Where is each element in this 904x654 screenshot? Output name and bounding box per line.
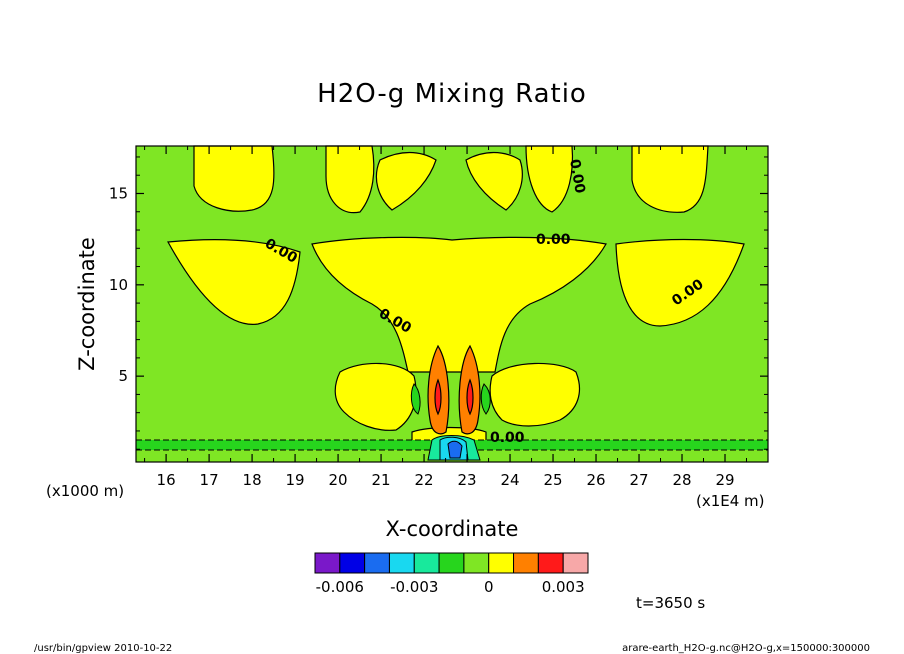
colorbar-swatch bbox=[314, 552, 341, 574]
y-tick-label: 10 bbox=[109, 276, 128, 294]
central-plume bbox=[311, 236, 607, 373]
upper-center-right-cell bbox=[525, 145, 574, 213]
x-unit-right: (x1E4 m) bbox=[696, 492, 765, 510]
mid-left-cell bbox=[167, 239, 301, 325]
colorbar-swatch bbox=[364, 552, 390, 574]
x-tick-label: 22 bbox=[415, 471, 434, 489]
colorbar-swatch bbox=[388, 552, 415, 574]
colorbar-swatch bbox=[488, 552, 515, 574]
x-tick-label: 20 bbox=[329, 471, 348, 489]
positive-regions bbox=[167, 145, 745, 447]
footer-left: /usr/bin/gpview 2010-10-22 bbox=[34, 643, 172, 654]
upper-right-cell bbox=[631, 145, 709, 213]
colorbar-swatch bbox=[339, 552, 366, 574]
x-tick-label: 28 bbox=[672, 471, 691, 489]
footer-right: arare-earth_H2O-g.nc@H2O-g,x=150000:3000… bbox=[622, 643, 870, 654]
x-tick-label: 17 bbox=[200, 471, 219, 489]
x-tick-label: 16 bbox=[157, 471, 176, 489]
twin-columns bbox=[427, 344, 481, 435]
green-pocket-right bbox=[480, 383, 491, 415]
x-tick-label: 19 bbox=[286, 471, 305, 489]
y-axis-label: Z-coordinate bbox=[75, 237, 99, 371]
colorbar-swatch bbox=[413, 552, 440, 574]
lower-right-cell bbox=[489, 362, 581, 427]
plot-frame bbox=[135, 145, 769, 463]
surface-layer bbox=[136, 435, 768, 461]
colorbar-tick-label: -0.003 bbox=[390, 578, 438, 596]
surface-anomaly-blue bbox=[447, 440, 463, 459]
contour-label: 0.00 bbox=[536, 232, 571, 248]
colorbar-tick-label: 0.003 bbox=[542, 578, 585, 596]
x-tick-label: 26 bbox=[586, 471, 605, 489]
upper-inner-right-cell bbox=[465, 151, 523, 211]
x-tick-label: 27 bbox=[629, 471, 648, 489]
upper-inner-left-cell bbox=[375, 151, 437, 211]
right-column-core bbox=[466, 378, 474, 416]
colorbar-tick-label: 0 bbox=[484, 578, 494, 596]
x-tick-label: 24 bbox=[500, 471, 519, 489]
upper-left-cell bbox=[193, 145, 275, 212]
green-pockets bbox=[410, 383, 491, 415]
colorbar-swatch bbox=[537, 552, 564, 574]
x-tick-label: 23 bbox=[458, 471, 477, 489]
left-column-core bbox=[434, 378, 442, 416]
green-pocket-left bbox=[410, 383, 421, 415]
y-tick-label: 5 bbox=[118, 367, 128, 385]
mid-right-cell bbox=[615, 238, 745, 327]
x-axis-label: X-coordinate bbox=[386, 517, 519, 541]
time-label: t=3650 s bbox=[636, 594, 705, 612]
y-axis: 5 10 15 bbox=[109, 156, 768, 450]
colorbar: -0.006 -0.003 0 0.003 bbox=[314, 552, 589, 596]
upper-center-left-cell bbox=[325, 145, 375, 214]
plot-area: 0.00 0.00 0.00 0.00 0.00 0.00 bbox=[135, 145, 769, 463]
x-unit-left: (x1000 m) bbox=[46, 482, 124, 500]
contour-label: 0.00 bbox=[566, 158, 588, 195]
colorbar-swatch bbox=[513, 552, 539, 574]
y-tick-label: 15 bbox=[109, 184, 128, 202]
colorbar-tick-label: -0.006 bbox=[316, 578, 364, 596]
colorbar-swatch bbox=[463, 552, 490, 574]
colorbar-swatch bbox=[562, 552, 589, 574]
colorbar-swatch bbox=[438, 552, 465, 574]
lower-left-cell bbox=[334, 362, 417, 431]
x-tick-label: 18 bbox=[243, 471, 262, 489]
x-tick-label: 29 bbox=[715, 471, 734, 489]
x-tick-label: 25 bbox=[543, 471, 562, 489]
x-tick-label: 21 bbox=[372, 471, 391, 489]
contour-label: 0.00 bbox=[490, 430, 525, 446]
x-axis: 16 17 18 19 20 21 22 23 24 25 26 27 28 29 bbox=[144, 146, 748, 489]
chart-title: H2O-g Mixing Ratio bbox=[317, 79, 587, 109]
